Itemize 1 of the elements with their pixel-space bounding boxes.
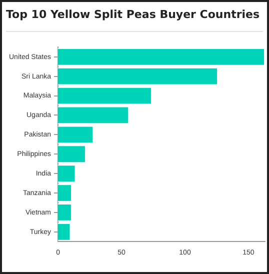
chart-title: Top 10 Yellow Split Peas Buyer Countries bbox=[6, 8, 260, 21]
